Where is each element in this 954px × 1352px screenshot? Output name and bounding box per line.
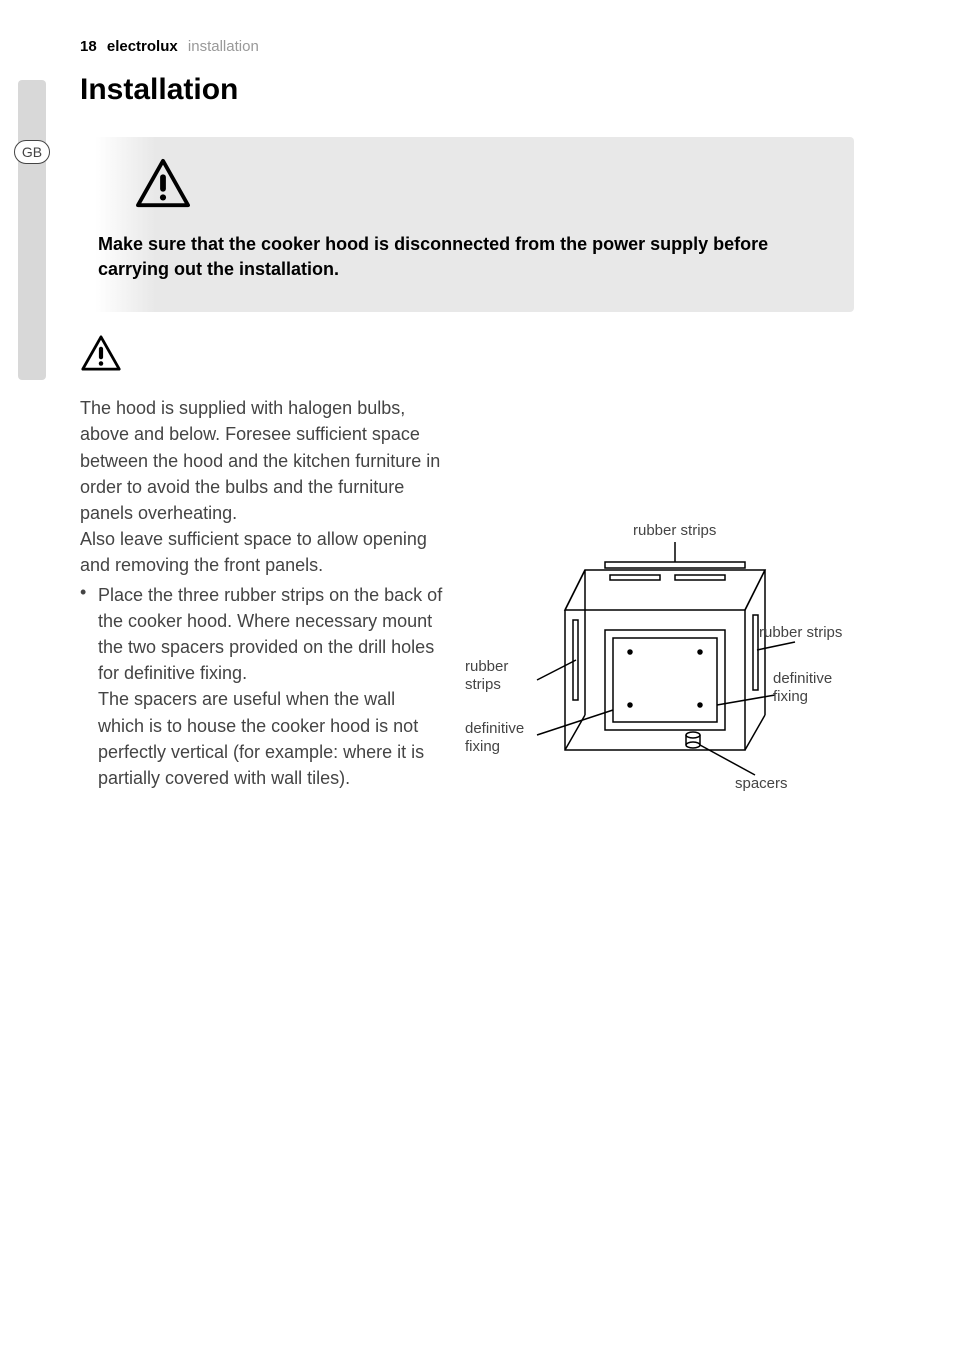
label-rubber-strips-top: rubber strips <box>633 522 716 540</box>
bullet-text-1: Place the three rubber strips on the bac… <box>98 582 445 686</box>
left-gray-sidebar <box>18 80 46 380</box>
label-rubber-strips-left: rubber strips <box>465 658 529 694</box>
diagram-container: rubber strips rubber strips rubber strip… <box>465 520 845 850</box>
page-header: 18 electrolux installation <box>0 0 954 55</box>
body-paragraph-1: The hood is supplied with halogen bulbs,… <box>80 395 445 525</box>
section-name: installation <box>188 38 259 55</box>
label-rubber-strips-right: rubber strips <box>759 624 842 642</box>
label-spacers: spacers <box>735 775 788 793</box>
language-badge: GB <box>14 140 50 164</box>
warning-icon-small <box>80 334 122 372</box>
warning-icon <box>134 157 192 209</box>
warning-text: Make sure that the cooker hood is discon… <box>98 232 836 282</box>
bullet-text-1-cont: The spacers are useful when the wall whi… <box>98 686 445 790</box>
body-content: The hood is supplied with halogen bulbs,… <box>80 334 914 850</box>
label-definitive-fixing-left: definitive fixing <box>465 720 537 756</box>
bullet-item-1: • Place the three rubber strips on the b… <box>80 582 445 791</box>
page-number: 18 <box>80 38 97 55</box>
right-column: rubber strips rubber strips rubber strip… <box>465 334 914 850</box>
bullet-marker: • <box>80 582 98 791</box>
left-column: The hood is supplied with halogen bulbs,… <box>80 334 445 850</box>
warning-box-content: Make sure that the cooker hood is discon… <box>98 157 836 282</box>
warning-box: Make sure that the cooker hood is discon… <box>80 137 854 312</box>
page-title: Installation <box>0 55 954 107</box>
language-badge-text: GB <box>22 144 42 160</box>
label-definitive-fixing-right: definitive fixing <box>773 670 845 706</box>
brand-name: electrolux <box>107 38 178 55</box>
body-paragraph-2: Also leave sufficient space to allow ope… <box>80 526 445 578</box>
